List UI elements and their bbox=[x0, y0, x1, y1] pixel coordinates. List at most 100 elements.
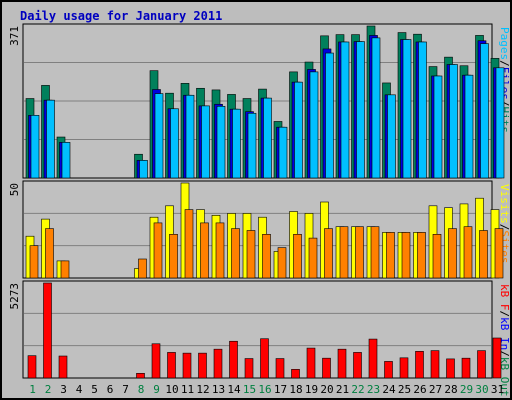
bar-pages bbox=[356, 41, 365, 179]
bar-kbytes bbox=[477, 350, 486, 379]
bar-sites bbox=[277, 247, 287, 279]
bar-sites bbox=[45, 228, 54, 279]
bar-pages bbox=[418, 41, 427, 179]
bar-kbytes bbox=[322, 357, 331, 379]
x-tick-label: 3 bbox=[60, 383, 67, 396]
bar-pages bbox=[371, 37, 381, 179]
bar-sites bbox=[60, 260, 70, 279]
bar-sites bbox=[153, 222, 163, 279]
x-tick-label: 16 bbox=[258, 383, 271, 396]
x-tick-label: 21 bbox=[336, 383, 349, 396]
bar-pages bbox=[325, 52, 334, 179]
x-tick-label: 24 bbox=[382, 383, 396, 396]
legend-entry: / bbox=[498, 350, 511, 357]
x-tick-label: 18 bbox=[289, 383, 302, 396]
bar-pages bbox=[247, 112, 257, 179]
legend-entry: / bbox=[498, 311, 511, 318]
bar-pages bbox=[232, 108, 241, 179]
y-max-label-middle: 50 bbox=[8, 183, 21, 196]
bar-sites bbox=[324, 228, 333, 279]
bar-kbytes bbox=[368, 338, 378, 379]
x-tick-label: 11 bbox=[181, 383, 194, 396]
bar-pages bbox=[46, 99, 55, 179]
bar-pages bbox=[170, 108, 179, 179]
bar-sites bbox=[231, 228, 240, 279]
x-tick-label: 14 bbox=[227, 383, 241, 396]
bar-sites bbox=[463, 226, 473, 279]
bar-sites bbox=[432, 234, 442, 279]
bar-pages bbox=[464, 74, 474, 179]
bar-sites bbox=[479, 230, 488, 279]
plot-area-bottom bbox=[22, 280, 493, 379]
x-tick-label: 10 bbox=[165, 383, 178, 396]
bar-kbytes bbox=[306, 347, 316, 379]
x-tick-label: 20 bbox=[320, 383, 333, 396]
bar-kbytes bbox=[461, 357, 471, 379]
bar-pages bbox=[402, 39, 412, 179]
bar-pages bbox=[309, 71, 319, 179]
bar-pages bbox=[154, 93, 164, 179]
bar-kbytes bbox=[167, 352, 176, 379]
bar-kbytes bbox=[492, 337, 502, 379]
x-tick-label: 31 bbox=[491, 383, 504, 396]
bar-pages bbox=[340, 41, 350, 179]
bar-kbytes bbox=[399, 357, 409, 379]
x-tick-label: 25 bbox=[398, 383, 411, 396]
legend-entry: / bbox=[498, 100, 511, 107]
bar-sites bbox=[448, 228, 457, 279]
x-tick-label: 12 bbox=[196, 383, 209, 396]
bar-kbytes bbox=[244, 358, 254, 379]
bar-kbytes bbox=[430, 350, 440, 379]
bar-pages bbox=[216, 106, 226, 179]
bar-sites bbox=[215, 222, 225, 279]
bar-sites bbox=[262, 234, 271, 279]
bar-kbytes bbox=[27, 355, 37, 379]
bar-kbytes bbox=[384, 361, 393, 379]
bar-kbytes bbox=[43, 282, 52, 379]
bar-pages bbox=[480, 43, 489, 179]
bar-sites bbox=[200, 222, 209, 279]
x-tick-label: 19 bbox=[305, 383, 318, 396]
bar-pages bbox=[263, 97, 272, 179]
bar-kbytes bbox=[337, 348, 347, 379]
x-tick-label: 17 bbox=[274, 383, 287, 396]
bar-kbytes bbox=[151, 343, 161, 379]
bar-kbytes bbox=[213, 348, 223, 379]
bar-sites bbox=[339, 226, 349, 279]
bar-pages bbox=[201, 105, 210, 179]
bar-kbytes bbox=[182, 352, 192, 379]
bar-kbytes bbox=[291, 369, 300, 379]
legend-entry: / bbox=[498, 60, 511, 67]
x-tick-label: 4 bbox=[76, 383, 83, 396]
bar-sites bbox=[417, 232, 426, 279]
bar-pages bbox=[278, 126, 288, 179]
legend-entry: Visits bbox=[498, 184, 511, 224]
bar-pages bbox=[139, 160, 148, 179]
legend-bottom: kB F/kB In/kB Out bbox=[498, 284, 511, 397]
bar-sites bbox=[29, 245, 39, 279]
x-tick-label: 30 bbox=[475, 383, 488, 396]
bar-sites bbox=[138, 258, 147, 279]
bar-pages bbox=[294, 81, 303, 179]
y-max-label-bottom: 5273 bbox=[8, 283, 21, 310]
x-tick-label: 7 bbox=[122, 383, 129, 396]
chart-title: Daily usage for January 2011 bbox=[20, 9, 223, 23]
bar-pages bbox=[61, 142, 71, 179]
legend-entry: Pages bbox=[498, 27, 511, 60]
bar-kbytes bbox=[136, 373, 145, 379]
x-tick-label: 22 bbox=[351, 383, 364, 396]
x-tick-label: 13 bbox=[212, 383, 225, 396]
bar-sites bbox=[370, 226, 380, 279]
bar-pages bbox=[185, 94, 195, 179]
bar-pages bbox=[30, 115, 40, 179]
bar-pages bbox=[387, 94, 396, 179]
bar-kbytes bbox=[260, 338, 269, 379]
legend-entry: / bbox=[498, 224, 511, 231]
x-tick-label: 5 bbox=[91, 383, 98, 396]
bar-kbytes bbox=[415, 351, 424, 379]
x-tick-label: 8 bbox=[138, 383, 145, 396]
bar-pages bbox=[433, 75, 443, 179]
bar-kbytes bbox=[58, 355, 68, 379]
bar-kbytes bbox=[275, 358, 285, 379]
